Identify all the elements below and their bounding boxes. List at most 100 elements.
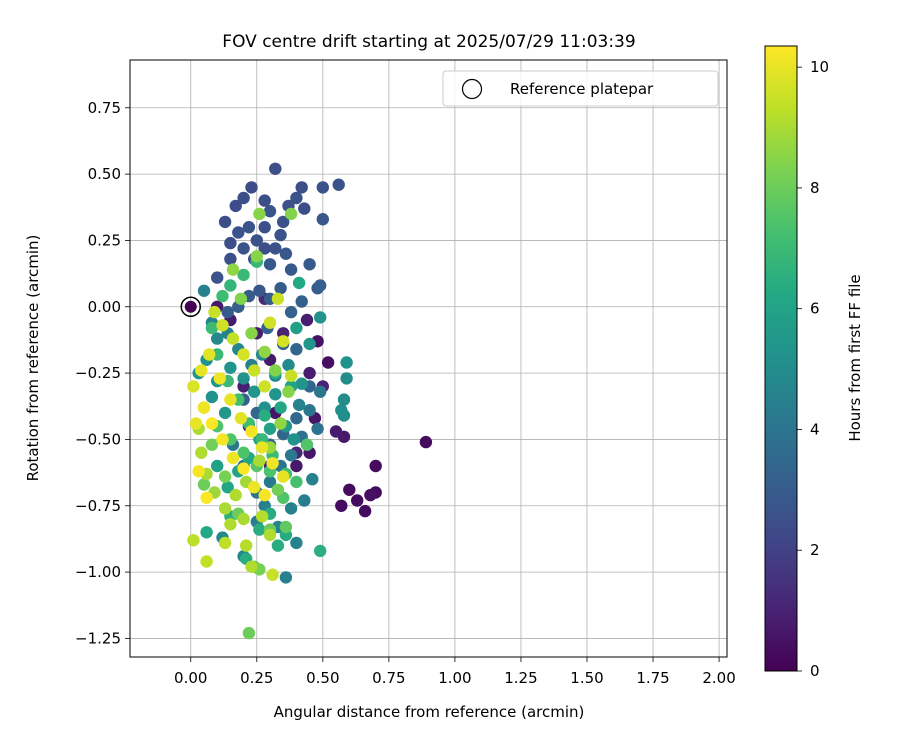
data-point — [200, 491, 213, 504]
data-point — [332, 178, 345, 191]
data-point — [211, 332, 224, 345]
data-point — [192, 465, 205, 478]
data-point — [187, 534, 200, 547]
data-point — [340, 356, 353, 369]
y-tick-label: −0.75 — [75, 497, 121, 515]
data-point — [253, 523, 266, 536]
data-point — [226, 263, 240, 276]
data-point — [358, 504, 372, 518]
data-point — [240, 539, 253, 552]
data-point — [284, 263, 298, 276]
data-point — [300, 438, 314, 451]
y-tick-label: −1.00 — [75, 563, 121, 581]
data-point — [314, 311, 327, 324]
data-point — [300, 313, 314, 327]
data-point — [263, 422, 277, 435]
data-point — [242, 626, 256, 640]
x-axis: 0.00 0.25 0.50 0.75 1.00 1.25 1.50 1.75 2.00 — [174, 657, 736, 687]
data-point — [258, 488, 271, 502]
data-point — [218, 406, 232, 420]
data-point — [253, 454, 266, 467]
data-point — [279, 571, 293, 584]
data-point — [197, 401, 211, 414]
data-point — [290, 321, 303, 335]
reference-point — [184, 300, 197, 313]
y-axis: 0.75 0.50 0.25 0.00 −0.25 −0.50 −0.75 −1.00 −1.2… — [75, 99, 130, 647]
data-point — [277, 470, 290, 483]
data-point — [229, 199, 242, 213]
data-point — [279, 247, 293, 260]
data-point — [245, 425, 258, 438]
y-axis-label: Rotation from reference (arcmin) — [24, 235, 42, 482]
colorbar-tick-label: 2 — [810, 541, 820, 559]
data-point — [335, 404, 348, 417]
colorbar: 0 2 4 6 8 10 Hours from first FF file — [764, 45, 864, 680]
y-tick-label: −0.25 — [75, 364, 121, 382]
data-point — [248, 481, 261, 494]
data-point — [314, 385, 327, 398]
data-point — [187, 380, 200, 393]
data-point — [237, 512, 250, 526]
data-point — [316, 213, 329, 226]
x-tick-label: 2.00 — [702, 669, 735, 687]
data-point — [224, 252, 237, 266]
legend-label: Reference platepar — [510, 80, 654, 98]
colorbar-tick-label: 6 — [810, 300, 820, 318]
data-point — [245, 181, 258, 194]
data-point — [237, 242, 250, 255]
data-point — [218, 502, 232, 515]
data-point — [200, 555, 213, 568]
data-point — [237, 462, 250, 475]
data-point — [218, 215, 232, 229]
data-point — [195, 446, 208, 459]
data-point — [316, 181, 329, 194]
data-point — [274, 282, 287, 295]
data-point — [205, 390, 219, 404]
data-point — [263, 528, 277, 542]
data-point — [245, 327, 258, 340]
data-point — [237, 372, 250, 385]
data-point — [271, 483, 285, 496]
data-point — [419, 435, 433, 449]
data-point — [340, 372, 353, 385]
data-point — [266, 457, 279, 470]
data-point — [343, 483, 356, 496]
data-point — [303, 366, 316, 380]
reference-marker — [180, 296, 202, 318]
legend-box — [442, 70, 719, 107]
data-point — [237, 446, 250, 459]
data-point — [258, 380, 271, 393]
data-point — [271, 539, 285, 552]
data-point — [282, 358, 295, 372]
data-point — [208, 305, 221, 319]
x-tick-label: 0.75 — [372, 669, 405, 687]
data-point — [221, 481, 234, 494]
data-point — [329, 425, 343, 438]
data-point — [263, 258, 277, 271]
data-point — [258, 345, 271, 359]
data-point — [250, 250, 263, 263]
data-point — [255, 510, 269, 523]
data-point — [279, 520, 293, 534]
data-point — [248, 385, 261, 398]
data-point — [237, 268, 250, 282]
data-point — [234, 292, 248, 305]
y-tick-label: 0.00 — [88, 298, 121, 316]
chart-title: FOV centre drift starting at 2025/07/29 … — [222, 32, 635, 52]
data-point — [224, 361, 237, 374]
data-point — [237, 348, 250, 361]
data-point — [269, 364, 282, 377]
data-point — [263, 205, 277, 218]
x-tick-label: 0.00 — [174, 669, 207, 687]
data-point — [284, 305, 298, 319]
data-point — [216, 319, 229, 332]
data-point — [258, 242, 271, 255]
data-point — [237, 191, 250, 205]
data-point — [205, 321, 219, 335]
data-point — [226, 451, 240, 465]
data-point — [274, 228, 287, 242]
data-point — [269, 242, 282, 255]
data-point — [224, 393, 237, 406]
x-axis-label: Angular distance from reference (arcmin) — [274, 703, 585, 721]
data-point — [295, 295, 308, 308]
